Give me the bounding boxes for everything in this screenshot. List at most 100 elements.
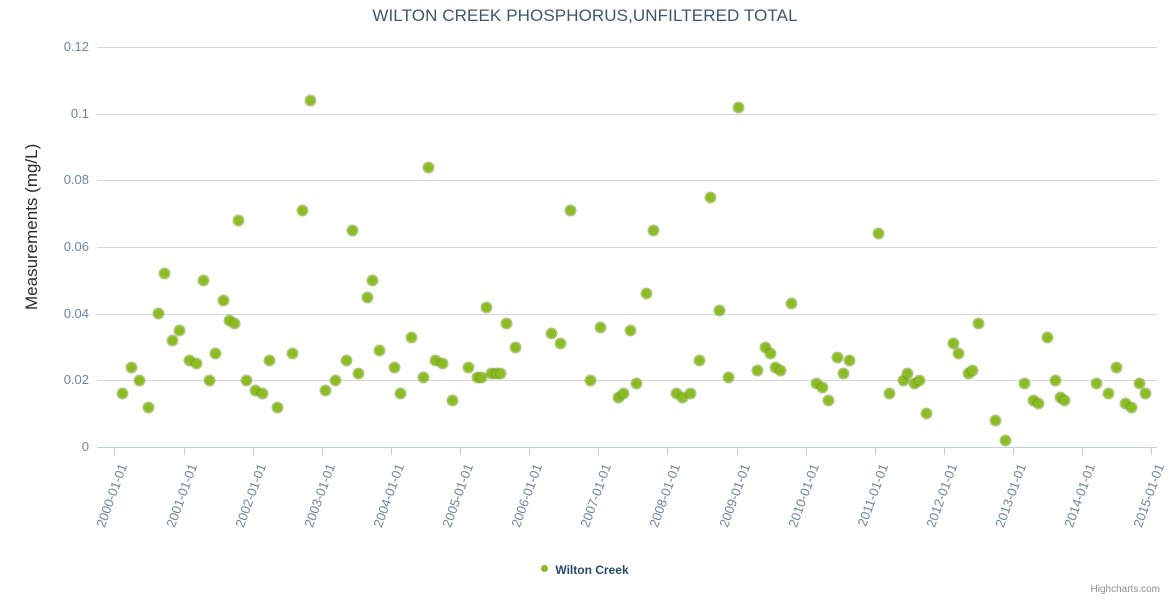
scatter-point[interactable] [685, 389, 695, 399]
scatter-point[interactable] [305, 95, 315, 105]
scatter-point[interactable] [174, 325, 184, 335]
scatter-point[interactable] [363, 292, 373, 302]
scatter-point[interactable] [495, 369, 505, 379]
scatter-point[interactable] [510, 342, 520, 352]
scatter-point[interactable] [838, 369, 848, 379]
scatter-point[interactable] [903, 369, 913, 379]
scatter-point[interactable] [486, 369, 496, 379]
scatter-point[interactable] [812, 379, 822, 389]
scatter-point[interactable] [153, 309, 163, 319]
scatter-point[interactable] [672, 389, 682, 399]
scatter-point[interactable] [614, 392, 624, 402]
scatter-point[interactable] [250, 385, 260, 395]
scatter-point[interactable] [127, 362, 137, 372]
scatter-point[interactable] [585, 375, 595, 385]
scatter-point[interactable] [625, 325, 635, 335]
scatter-point[interactable] [631, 379, 641, 389]
scatter-point[interactable] [438, 359, 448, 369]
scatter-point[interactable] [1029, 395, 1039, 405]
scatter-point[interactable] [407, 332, 417, 342]
scatter-point[interactable] [1140, 389, 1150, 399]
scatter-point[interactable] [873, 229, 883, 239]
scatter-point[interactable] [1000, 435, 1010, 445]
scatter-point[interactable] [724, 372, 734, 382]
scatter-point[interactable] [265, 355, 275, 365]
scatter-point[interactable] [775, 365, 785, 375]
scatter-point[interactable] [192, 359, 202, 369]
scatter-point[interactable] [118, 389, 128, 399]
scatter-point[interactable] [648, 225, 658, 235]
scatter-point[interactable] [205, 375, 215, 385]
scatter-point[interactable] [1042, 332, 1052, 342]
scatter-point[interactable] [844, 355, 854, 365]
scatter-point[interactable] [1135, 379, 1145, 389]
scatter-point[interactable] [225, 315, 235, 325]
scatter-point[interactable] [973, 319, 983, 329]
scatter-point[interactable] [211, 349, 221, 359]
scatter-point[interactable] [991, 415, 1001, 425]
scatter-point[interactable] [144, 402, 154, 412]
scatter-point[interactable] [424, 162, 434, 172]
scatter-point[interactable] [823, 395, 833, 405]
scatter-point[interactable] [229, 319, 239, 329]
scatter-point[interactable] [1092, 379, 1102, 389]
scatter-point[interactable] [320, 385, 330, 395]
scatter-point[interactable] [596, 322, 606, 332]
scatter-point[interactable] [619, 389, 629, 399]
scatter-point[interactable] [219, 295, 229, 305]
scatter-point[interactable] [341, 355, 351, 365]
scatter-point[interactable] [555, 339, 565, 349]
scatter-point[interactable] [1019, 379, 1029, 389]
scatter-point[interactable] [297, 205, 307, 215]
scatter-point[interactable] [242, 375, 252, 385]
scatter-point[interactable] [910, 379, 920, 389]
scatter-point[interactable] [288, 349, 298, 359]
scatter-point[interactable] [198, 275, 208, 285]
scatter-point[interactable] [948, 339, 958, 349]
scatter-point[interactable] [481, 302, 491, 312]
scatter-point[interactable] [354, 369, 364, 379]
scatter-point[interactable] [447, 395, 457, 405]
scatter-point[interactable] [135, 375, 145, 385]
scatter-point[interactable] [272, 402, 282, 412]
scatter-point[interactable] [818, 382, 828, 392]
scatter-point[interactable] [185, 355, 195, 365]
scatter-point[interactable] [884, 389, 894, 399]
scatter-point[interactable] [733, 102, 743, 112]
scatter-point[interactable] [921, 409, 931, 419]
scatter-point[interactable] [1051, 375, 1061, 385]
scatter-point[interactable] [752, 365, 762, 375]
scatter-point[interactable] [167, 335, 177, 345]
scatter-point[interactable] [695, 355, 705, 365]
scatter-point[interactable] [431, 355, 441, 365]
scatter-point[interactable] [677, 392, 687, 402]
scatter-point[interactable] [1121, 399, 1131, 409]
scatter-point[interactable] [968, 365, 977, 375]
scatter-point[interactable] [642, 289, 652, 299]
scatter-point[interactable] [389, 362, 399, 372]
scatter-point[interactable] [1060, 395, 1070, 405]
scatter-point[interactable] [395, 389, 405, 399]
scatter-point[interactable] [714, 305, 724, 315]
scatter-point[interactable] [954, 349, 964, 359]
scatter-point[interactable] [1111, 362, 1121, 372]
scatter-point[interactable] [257, 389, 267, 399]
scatter-point[interactable] [787, 299, 797, 309]
scatter-point[interactable] [501, 319, 511, 329]
scatter-point[interactable] [331, 375, 341, 385]
scatter-point[interactable] [234, 215, 244, 225]
scatter-point[interactable] [1103, 389, 1113, 399]
scatter-point[interactable] [159, 269, 169, 279]
scatter-point[interactable] [898, 375, 908, 385]
scatter-point[interactable] [347, 225, 357, 235]
scatter-point[interactable] [374, 345, 384, 355]
scatter-point[interactable] [705, 192, 715, 202]
scatter-point[interactable] [766, 349, 776, 359]
scatter-point[interactable] [464, 362, 474, 372]
scatter-point[interactable] [760, 342, 770, 352]
scatter-point[interactable] [472, 372, 482, 382]
scatter-point[interactable] [1033, 399, 1043, 409]
scatter-point[interactable] [367, 275, 377, 285]
scatter-point[interactable] [833, 352, 843, 362]
scatter-point[interactable] [1127, 402, 1137, 412]
